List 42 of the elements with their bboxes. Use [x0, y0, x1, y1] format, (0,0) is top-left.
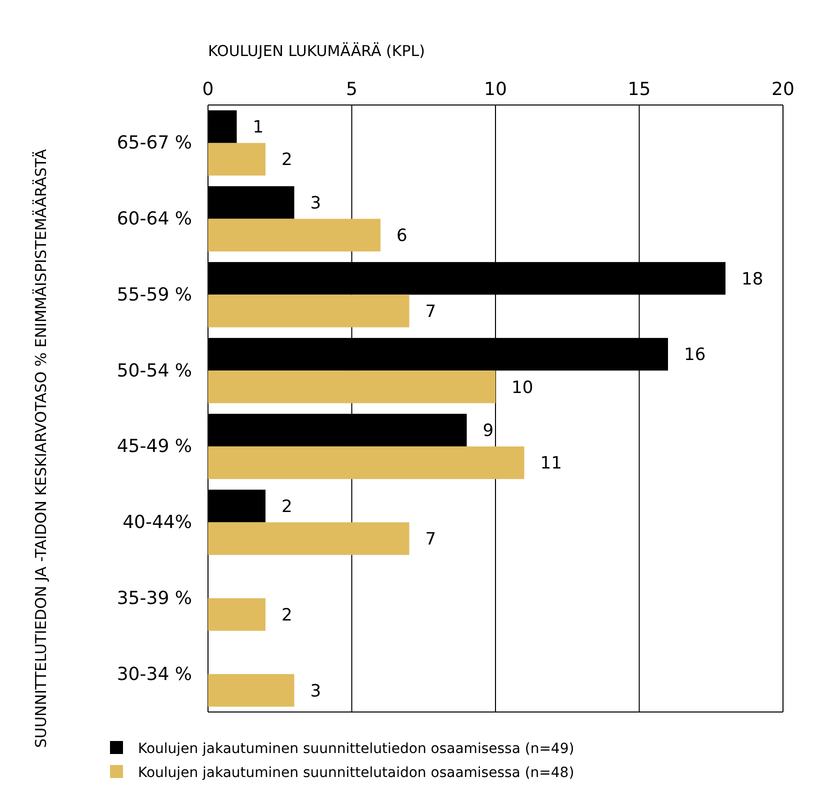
y-tick-label: 50-54 % — [116, 360, 192, 382]
data-label: 9 — [482, 421, 494, 442]
y-tick-label: 60-64 % — [116, 208, 192, 230]
data-label: 7 — [425, 530, 436, 550]
data-label: 3 — [310, 681, 322, 702]
bar — [208, 110, 237, 143]
y-tick-label: 40-44% — [122, 512, 192, 534]
x-axis-title: KOULUJEN LUKUMÄÄRÄ (KPL) — [208, 42, 425, 60]
y-tick-label: 65-67 % — [116, 132, 192, 154]
data-label: 2 — [282, 605, 292, 626]
data-label: 7 — [425, 302, 436, 322]
x-tick-label: 15 — [628, 79, 651, 100]
y-tick-label: 35-39 % — [116, 588, 192, 609]
bar — [208, 294, 410, 328]
bar — [208, 598, 266, 631]
y-tick-label: 45-49 % — [116, 436, 192, 458]
bar — [208, 674, 294, 707]
bar — [208, 370, 496, 404]
data-label: 2 — [282, 150, 292, 170]
legend-label: Koulujen jakautuminen suunnittelutaidon osaamisessa (n=48) — [138, 764, 574, 781]
x-tick-label: 0 — [202, 79, 214, 100]
bar — [208, 446, 524, 480]
bar — [208, 218, 380, 252]
y-axis-title: SUUNNITTELUTIEDON JA -TAIDON KESKIARVOTASO % ENIMMÄISPISTEMÄÄRÄSTÄ — [32, 148, 50, 748]
data-label: 10 — [512, 378, 534, 398]
bar — [208, 522, 410, 555]
x-tick-label: 20 — [772, 79, 794, 100]
x-tick-label: 5 — [346, 79, 358, 100]
data-label: 16 — [684, 345, 706, 366]
data-label: 6 — [396, 226, 408, 246]
bar — [208, 186, 294, 219]
y-tick-label: 30-34 % — [116, 664, 192, 685]
y-tick-label: 55-59 % — [116, 284, 192, 306]
bar — [208, 142, 266, 176]
data-label: 3 — [310, 193, 322, 214]
data-label: 18 — [742, 269, 764, 290]
data-label: 11 — [540, 454, 562, 474]
x-tick-label: 10 — [484, 79, 507, 100]
data-label: 1 — [252, 118, 264, 138]
data-label: 2 — [282, 496, 292, 517]
legend-label: Koulujen jakautuminen suunnittelutiedon osaamisessa (n=49) — [138, 740, 574, 757]
bar — [208, 490, 266, 522]
